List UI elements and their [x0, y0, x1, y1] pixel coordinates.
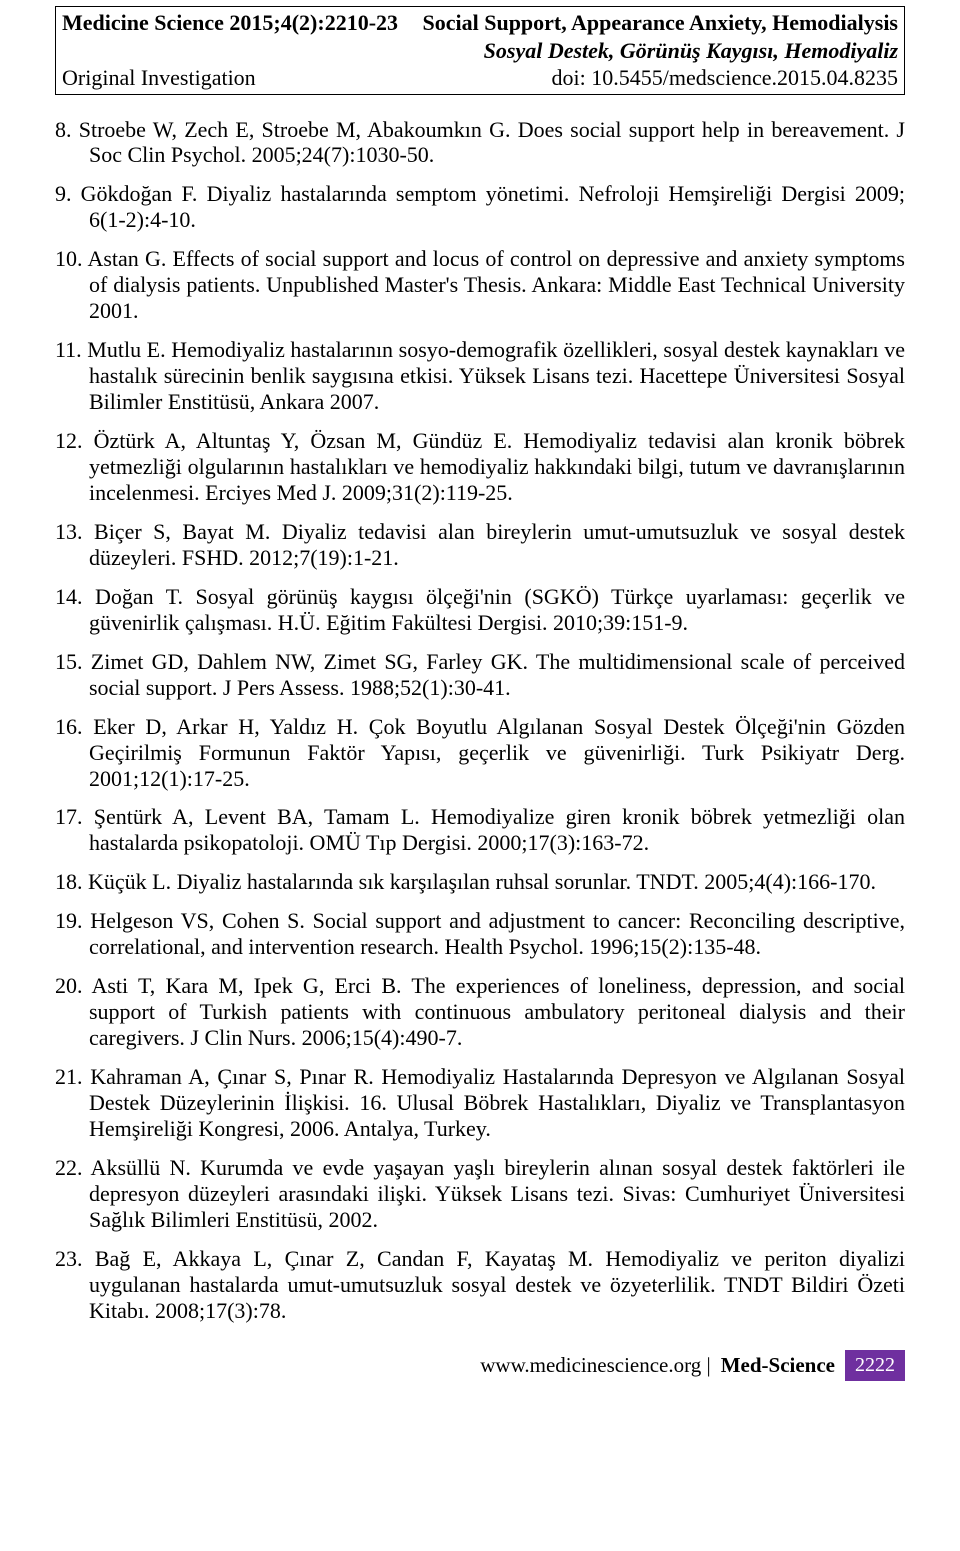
- reference-item: 20. Asti T, Kara M, Ipek G, Erci B. The …: [55, 973, 905, 1051]
- reference-item: 8. Stroebe W, Zech E, Stroebe M, Abakoum…: [55, 117, 905, 169]
- journal-issue: Medicine Science 2015;4(2):2210-23: [62, 9, 398, 37]
- reference-item: 10. Astan G. Effects of social support a…: [55, 246, 905, 324]
- reference-item: 14. Doğan T. Sosyal görünüş kaygısı ölçe…: [55, 584, 905, 636]
- content-area: 8. Stroebe W, Zech E, Stroebe M, Abakoum…: [55, 117, 905, 1324]
- page-header: Medicine Science 2015;4(2):2210-23 Socia…: [55, 6, 905, 95]
- reference-item: 21. Kahraman A, Çınar S, Pınar R. Hemodi…: [55, 1064, 905, 1142]
- reference-item: 19. Helgeson VS, Cohen S. Social support…: [55, 908, 905, 960]
- section-label: Original Investigation: [62, 64, 256, 92]
- reference-item: 22. Aksüllü N. Kurumda ve evde yaşayan y…: [55, 1155, 905, 1233]
- reference-item: 12. Öztürk A, Altuntaş Y, Özsan M, Gündü…: [55, 428, 905, 506]
- reference-item: 15. Zimet GD, Dahlem NW, Zimet SG, Farle…: [55, 649, 905, 701]
- reference-item: 13. Biçer S, Bayat M. Diyaliz tedavisi a…: [55, 519, 905, 571]
- reference-item: 16. Eker D, Arkar H, Yaldız H. Çok Boyut…: [55, 714, 905, 792]
- title-tr: Sosyal Destek, Görünüş Kaygısı, Hemodiya…: [62, 37, 898, 65]
- reference-item: 23. Bağ E, Akkaya L, Çınar Z, Candan F, …: [55, 1246, 905, 1324]
- reference-item: 18. Küçük L. Diyaliz hastalarında sık ka…: [55, 869, 905, 895]
- title-en: Social Support, Appearance Anxiety, Hemo…: [423, 9, 899, 37]
- reference-item: 11. Mutlu E. Hemodiyaliz hastalarının so…: [55, 337, 905, 415]
- header-row-1: Medicine Science 2015;4(2):2210-23 Socia…: [62, 9, 898, 37]
- footer-journal: Med-Science: [721, 1353, 835, 1378]
- header-row-3: Original Investigation doi: 10.5455/meds…: [62, 64, 898, 92]
- page-footer: www.medicinescience.org | Med-Science 22…: [55, 1350, 905, 1381]
- footer-page-number: 2222: [845, 1350, 905, 1381]
- reference-item: 17. Şentürk A, Levent BA, Tamam L. Hemod…: [55, 804, 905, 856]
- references-list: 8. Stroebe W, Zech E, Stroebe M, Abakoum…: [55, 117, 905, 1324]
- doi: doi: 10.5455/medscience.2015.04.8235: [552, 64, 898, 92]
- reference-item: 9. Gökdoğan F. Diyaliz hastalarında semp…: [55, 181, 905, 233]
- footer-site: www.medicinescience.org |: [480, 1353, 710, 1378]
